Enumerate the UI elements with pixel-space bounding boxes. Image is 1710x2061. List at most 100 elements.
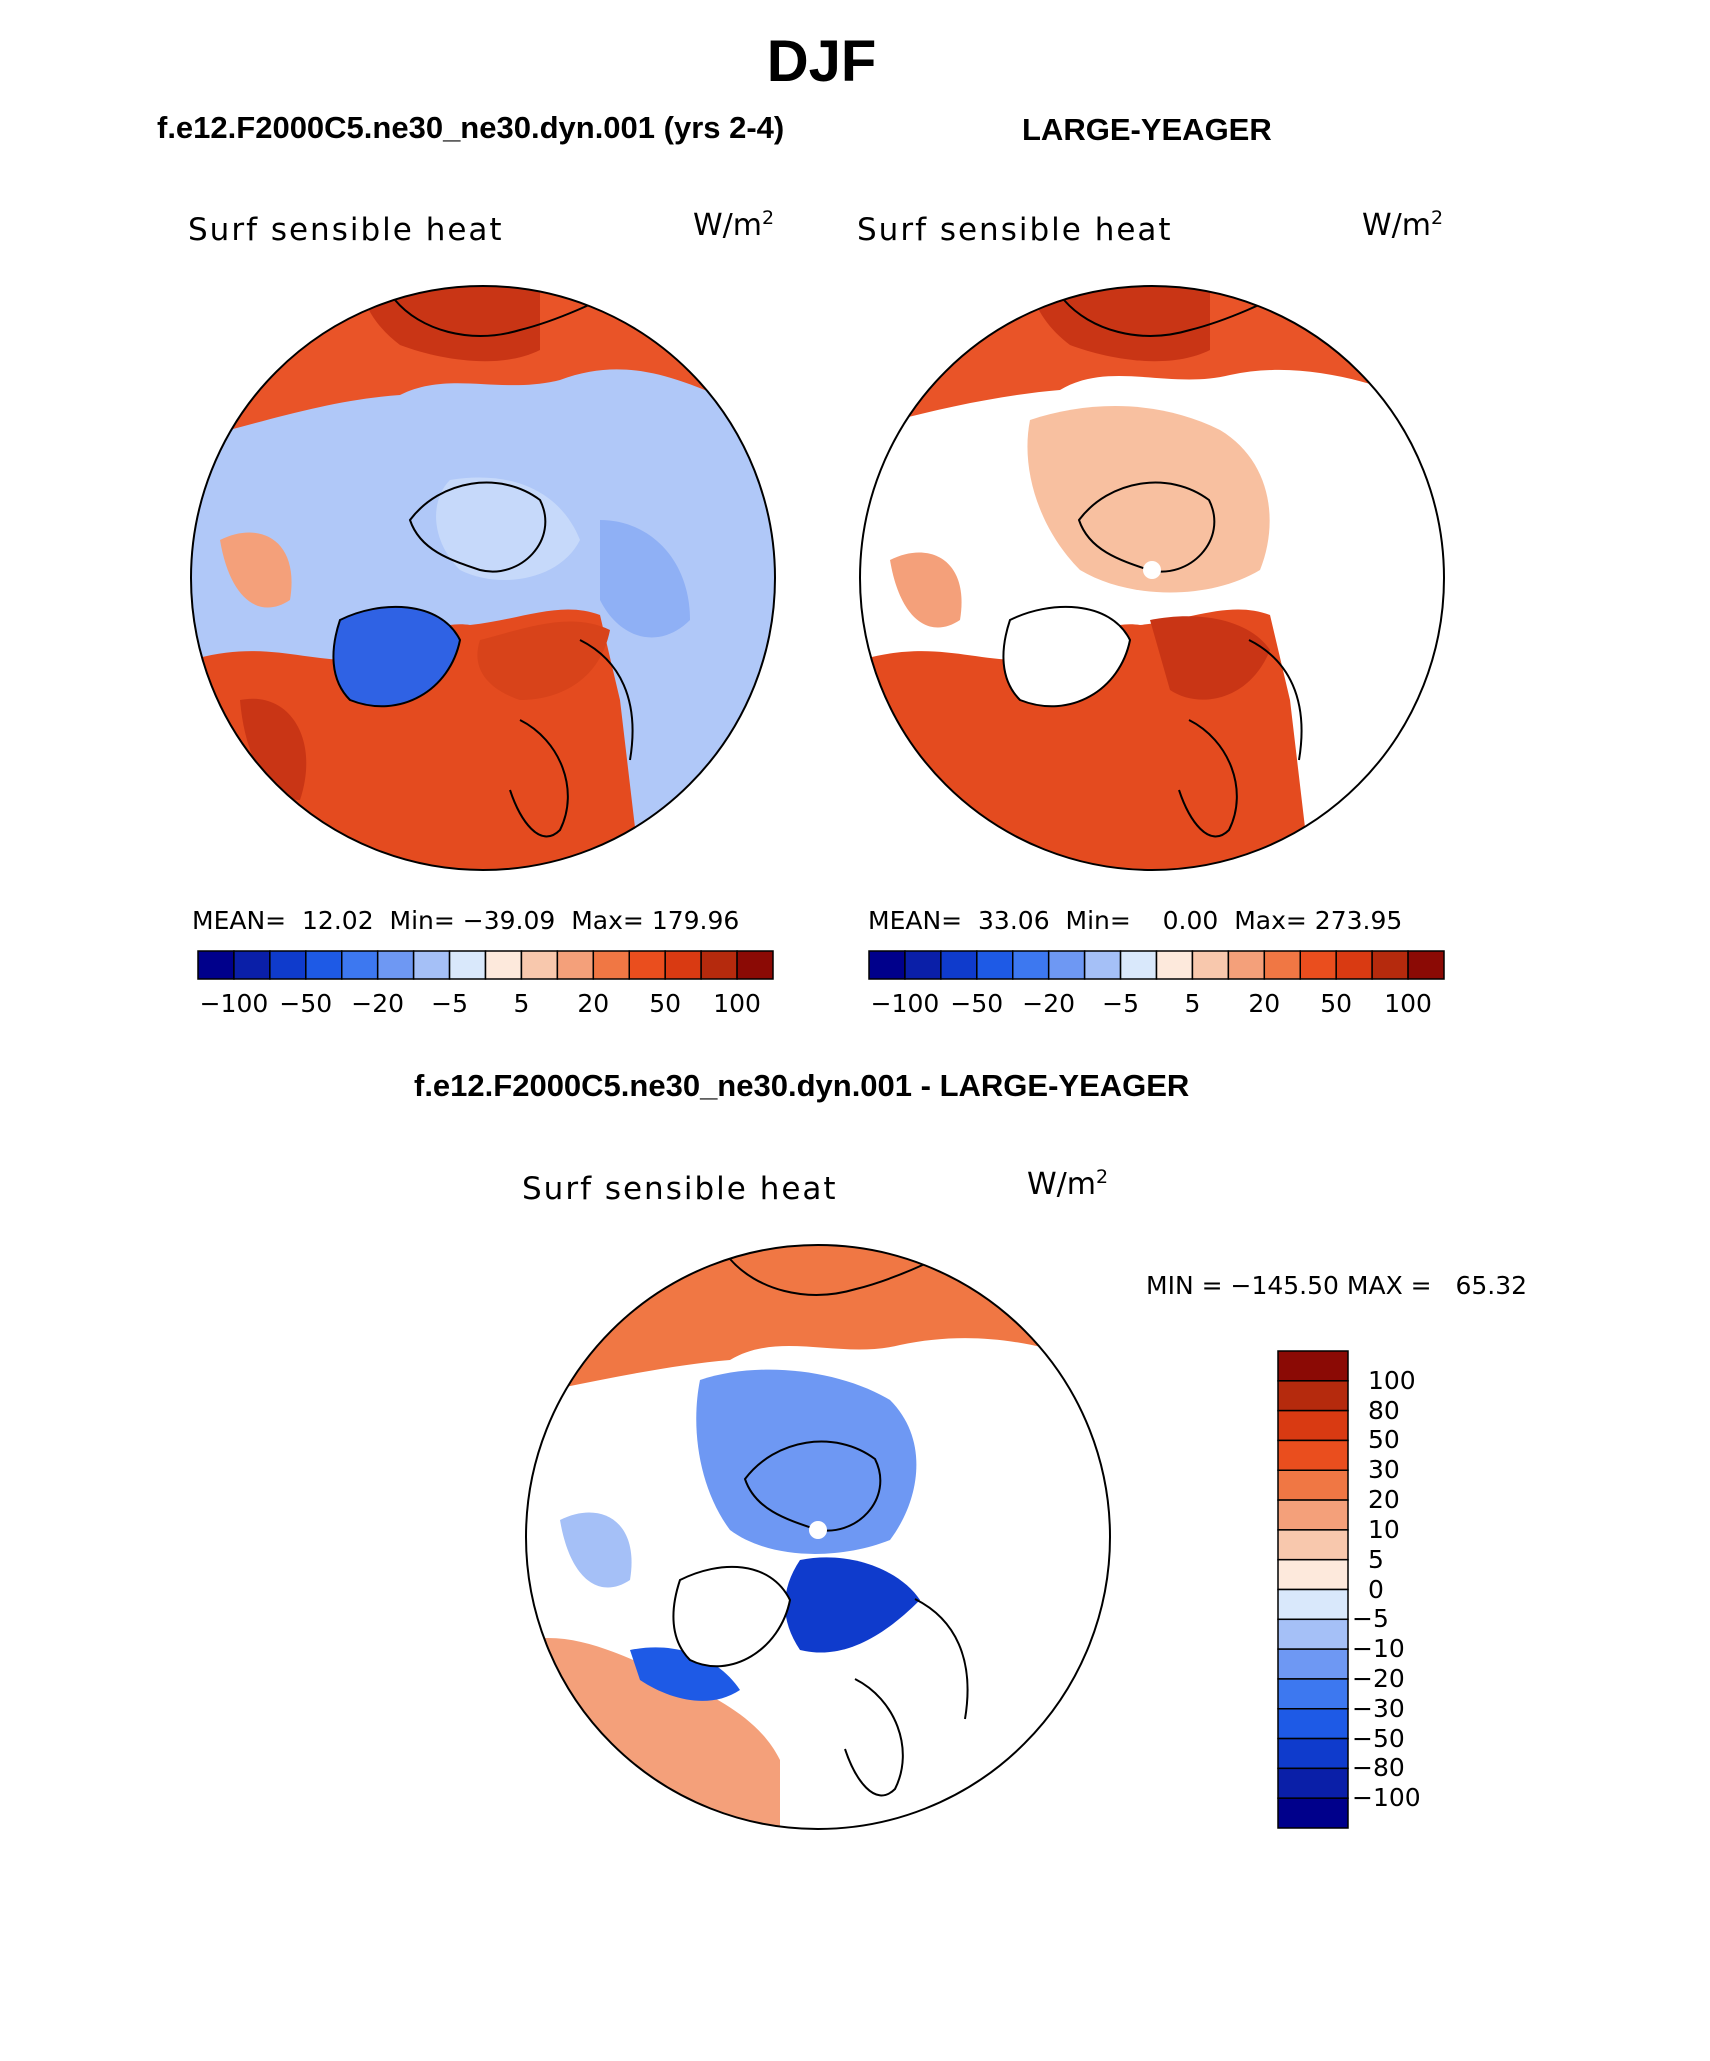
map-3-coastline-europe: [914, 1598, 969, 1720]
colorbar-difference-box-10: [1277, 1648, 1349, 1680]
map-1-siberia-blue: [600, 520, 690, 638]
colorbar-difference-box-8: [1277, 1588, 1349, 1621]
colorbar-difference-box-9: [1277, 1618, 1349, 1650]
map-2-alaska-light: [890, 552, 962, 628]
colorbar-2-box-12: [1299, 950, 1337, 980]
map-3-labrador-cold: [630, 1647, 740, 1701]
colorbar-panel-1: [197, 950, 774, 980]
colorbar-2-box-11: [1263, 950, 1301, 980]
colorbar-2-box-14: [1371, 950, 1409, 980]
colorbar-1-tick-label: 5: [513, 989, 530, 1018]
colorbar-1-tick-label: −100: [199, 989, 269, 1018]
map-panel-2: [859, 285, 1445, 871]
colorbar-2-box-4: [1012, 950, 1050, 980]
panel-2-units: W/m2: [1362, 207, 1444, 243]
colorbar-2-box-3: [976, 950, 1014, 980]
colorbar-1-box-13: [664, 950, 702, 980]
colorbar-2-tick-label: 100: [1384, 989, 1432, 1018]
colorbar-difference-tick-label: −100: [1352, 1783, 1421, 1813]
map-1-coastline-scandinavia: [509, 719, 569, 838]
map-1-arctic-pale: [436, 477, 580, 580]
map-3-pole-marker: [809, 1521, 827, 1539]
colorbar-2-tick-label: 50: [1320, 989, 1353, 1018]
map-3-coastline-greenland: [672, 1565, 792, 1668]
map-1-alaska-light: [220, 532, 292, 608]
map-1-boundary: [190, 285, 776, 871]
colorbar-1-box-8: [484, 950, 523, 980]
panel-3-units: W/m2: [1027, 1166, 1109, 1202]
colorbar-1-box-2: [269, 950, 307, 980]
colorbar-difference-tick-label: −20: [1352, 1663, 1405, 1693]
colorbar-1-box-11: [592, 950, 630, 980]
map-panel-3: [525, 1244, 1111, 1830]
colorbar-difference-tick-label: 10: [1368, 1514, 1400, 1544]
colorbar-difference-box-7: [1277, 1558, 1349, 1591]
colorbar-difference-tick-label: 30: [1368, 1455, 1400, 1485]
map-3-greenland-land: [673, 1566, 790, 1667]
colorbar-1-box-4: [341, 950, 379, 980]
colorbar-2-box-2: [940, 950, 978, 980]
colorbar-difference: [1277, 1350, 1349, 1829]
figure-title: DJF: [766, 29, 877, 94]
colorbar-1-box-7: [448, 950, 487, 980]
colorbar-2-tick-label: −20: [1022, 989, 1076, 1018]
colorbar-difference-box-3: [1277, 1439, 1349, 1471]
colorbar-panel-2: [868, 950, 1445, 980]
map-1-coastline-europe: [579, 639, 634, 761]
panel-1-variable-label: Surf sensible heat: [188, 212, 504, 248]
colorbar-difference-tick-label: 50: [1368, 1425, 1400, 1455]
colorbar-2-tick-label: 5: [1184, 989, 1201, 1018]
panel-2-variable-label: Surf sensible heat: [857, 212, 1173, 248]
panel-1-units: W/m2: [693, 207, 775, 243]
colorbar-difference-box-12: [1277, 1708, 1349, 1740]
colorbar-1-box-0: [197, 950, 235, 980]
colorbar-1-tick-label: −5: [431, 989, 468, 1018]
colorbar-difference-box-15: [1277, 1797, 1349, 1829]
colorbar-difference-tick-label: 20: [1368, 1485, 1400, 1515]
map-1-atlantic-hot: [240, 698, 307, 800]
colorbar-difference-box-1: [1277, 1380, 1349, 1412]
colorbar-1-box-15: [736, 950, 774, 980]
colorbar-difference-box-2: [1277, 1409, 1349, 1442]
colorbar-2-box-6: [1083, 950, 1122, 980]
map-1-coastline-arctic: [408, 481, 547, 573]
map-2-boundary: [859, 285, 1445, 871]
map-2-coastline-arctic: [1077, 481, 1216, 573]
colorbar-1-box-5: [376, 950, 415, 980]
colorbar-1-box-3: [305, 950, 343, 980]
colorbar-1-tick-label: −50: [279, 989, 333, 1018]
map-1-coastline-greenland: [332, 605, 462, 708]
map-panel-1: [190, 285, 776, 871]
map-2-coastline-europe: [1248, 639, 1303, 761]
map-1-scandinavia-hot: [360, 286, 540, 362]
colorbar-difference-tick-label: −10: [1352, 1634, 1405, 1664]
colorbar-2-tick-label: −100: [870, 989, 940, 1018]
colorbar-difference-box-6: [1277, 1529, 1349, 1561]
colorbar-1-box-10: [556, 950, 595, 980]
colorbar-2-box-10: [1227, 950, 1266, 980]
map-2-barents-hot: [1150, 616, 1270, 700]
colorbar-difference-box-13: [1277, 1737, 1349, 1770]
colorbar-difference-tick-label: 80: [1368, 1395, 1400, 1425]
map-1-greenland-cold: [333, 606, 460, 707]
colorbar-2-box-13: [1335, 950, 1373, 980]
colorbar-difference-tick-label: −5: [1352, 1604, 1389, 1634]
colorbar-difference-box-14: [1277, 1767, 1349, 1799]
map-3-boundary: [525, 1244, 1111, 1830]
map-2-coastline-greenland: [1002, 605, 1132, 708]
colorbar-2-box-0: [868, 950, 906, 980]
colorbar-2-box-15: [1407, 950, 1445, 980]
map-2-scandinavia-hot: [1030, 286, 1210, 362]
colorbar-1-box-1: [233, 950, 271, 980]
map-2-pole-marker: [1143, 561, 1161, 579]
colorbar-difference-tick-label: −50: [1352, 1723, 1405, 1753]
colorbar-difference-tick-label: 5: [1368, 1544, 1384, 1574]
colorbar-1-box-14: [700, 950, 738, 980]
map-1-barents-warm: [477, 621, 610, 700]
panel-3-title: f.e12.F2000C5.ne30_ne30.dyn.001 - LARGE-…: [414, 1068, 1190, 1103]
colorbar-1-tick-label: −20: [351, 989, 405, 1018]
colorbar-1-tick-label: 100: [713, 989, 761, 1018]
map-2-greenland-land: [1003, 606, 1130, 707]
colorbar-2-box-5: [1047, 950, 1086, 980]
